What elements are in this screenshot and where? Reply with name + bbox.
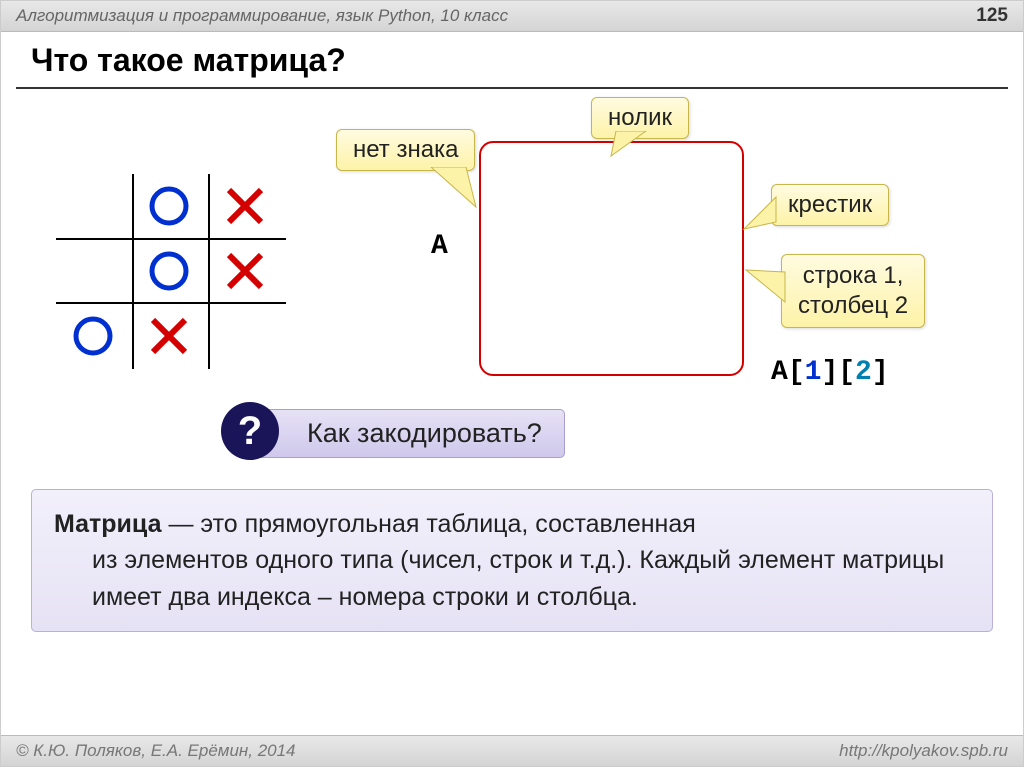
question-bar: ? Как закодировать? xyxy=(246,409,565,458)
callout-rowcol-line2: столбец 2 xyxy=(798,292,908,319)
callout-krestik: крестик xyxy=(771,184,889,226)
footer-url: http://kpolyakov.spb.ru xyxy=(839,741,1008,761)
definition-line1: — это прямоугольная таблица, составленна… xyxy=(162,510,696,538)
board-cell xyxy=(132,174,206,237)
content-area: A A[1][2] нет знака нолик крестик строка… xyxy=(1,89,1023,709)
board-cell xyxy=(56,174,130,237)
matrix-outline-box xyxy=(479,141,744,376)
page-number: 125 xyxy=(976,5,1008,27)
definition-term: Матрица xyxy=(54,510,162,538)
board-cell xyxy=(208,304,282,367)
callout-rowcol-pointer xyxy=(743,267,793,317)
board-cell xyxy=(132,239,206,302)
callout-nolik-pointer xyxy=(606,131,656,161)
tictactoe-board xyxy=(56,174,286,369)
slide-footer: © К.Ю. Поляков, Е.А. Ерёмин, 2014 http:/… xyxy=(1,735,1023,766)
slide-header: Алгоритмизация и программирование, язык … xyxy=(1,1,1023,32)
slide-title: Что такое матрица? xyxy=(1,32,1023,87)
board-cell xyxy=(56,304,130,367)
callout-rowcol-line1: строка 1, xyxy=(803,262,904,289)
question-icon: ? xyxy=(221,402,279,460)
callout-rowcol: строка 1, столбец 2 xyxy=(781,254,925,328)
board-cell xyxy=(208,239,282,302)
question-text: Как закодировать? xyxy=(307,418,542,448)
callout-empty: нет знака xyxy=(336,129,475,171)
index-expression: A[1][2] xyxy=(771,357,889,388)
board-cell xyxy=(56,239,130,302)
header-title: Алгоритмизация и программирование, язык … xyxy=(16,6,508,26)
definition-rest: из элементов одного типа (чисел, строк и… xyxy=(54,542,970,615)
callout-krestik-pointer xyxy=(741,194,781,234)
footer-copyright: © К.Ю. Поляков, Е.А. Ерёмин, 2014 xyxy=(16,741,296,761)
board-cell xyxy=(208,174,282,237)
definition-box: Матрица — это прямоугольная таблица, сос… xyxy=(31,489,993,632)
board-cell xyxy=(132,304,206,367)
callout-empty-pointer xyxy=(421,167,491,257)
